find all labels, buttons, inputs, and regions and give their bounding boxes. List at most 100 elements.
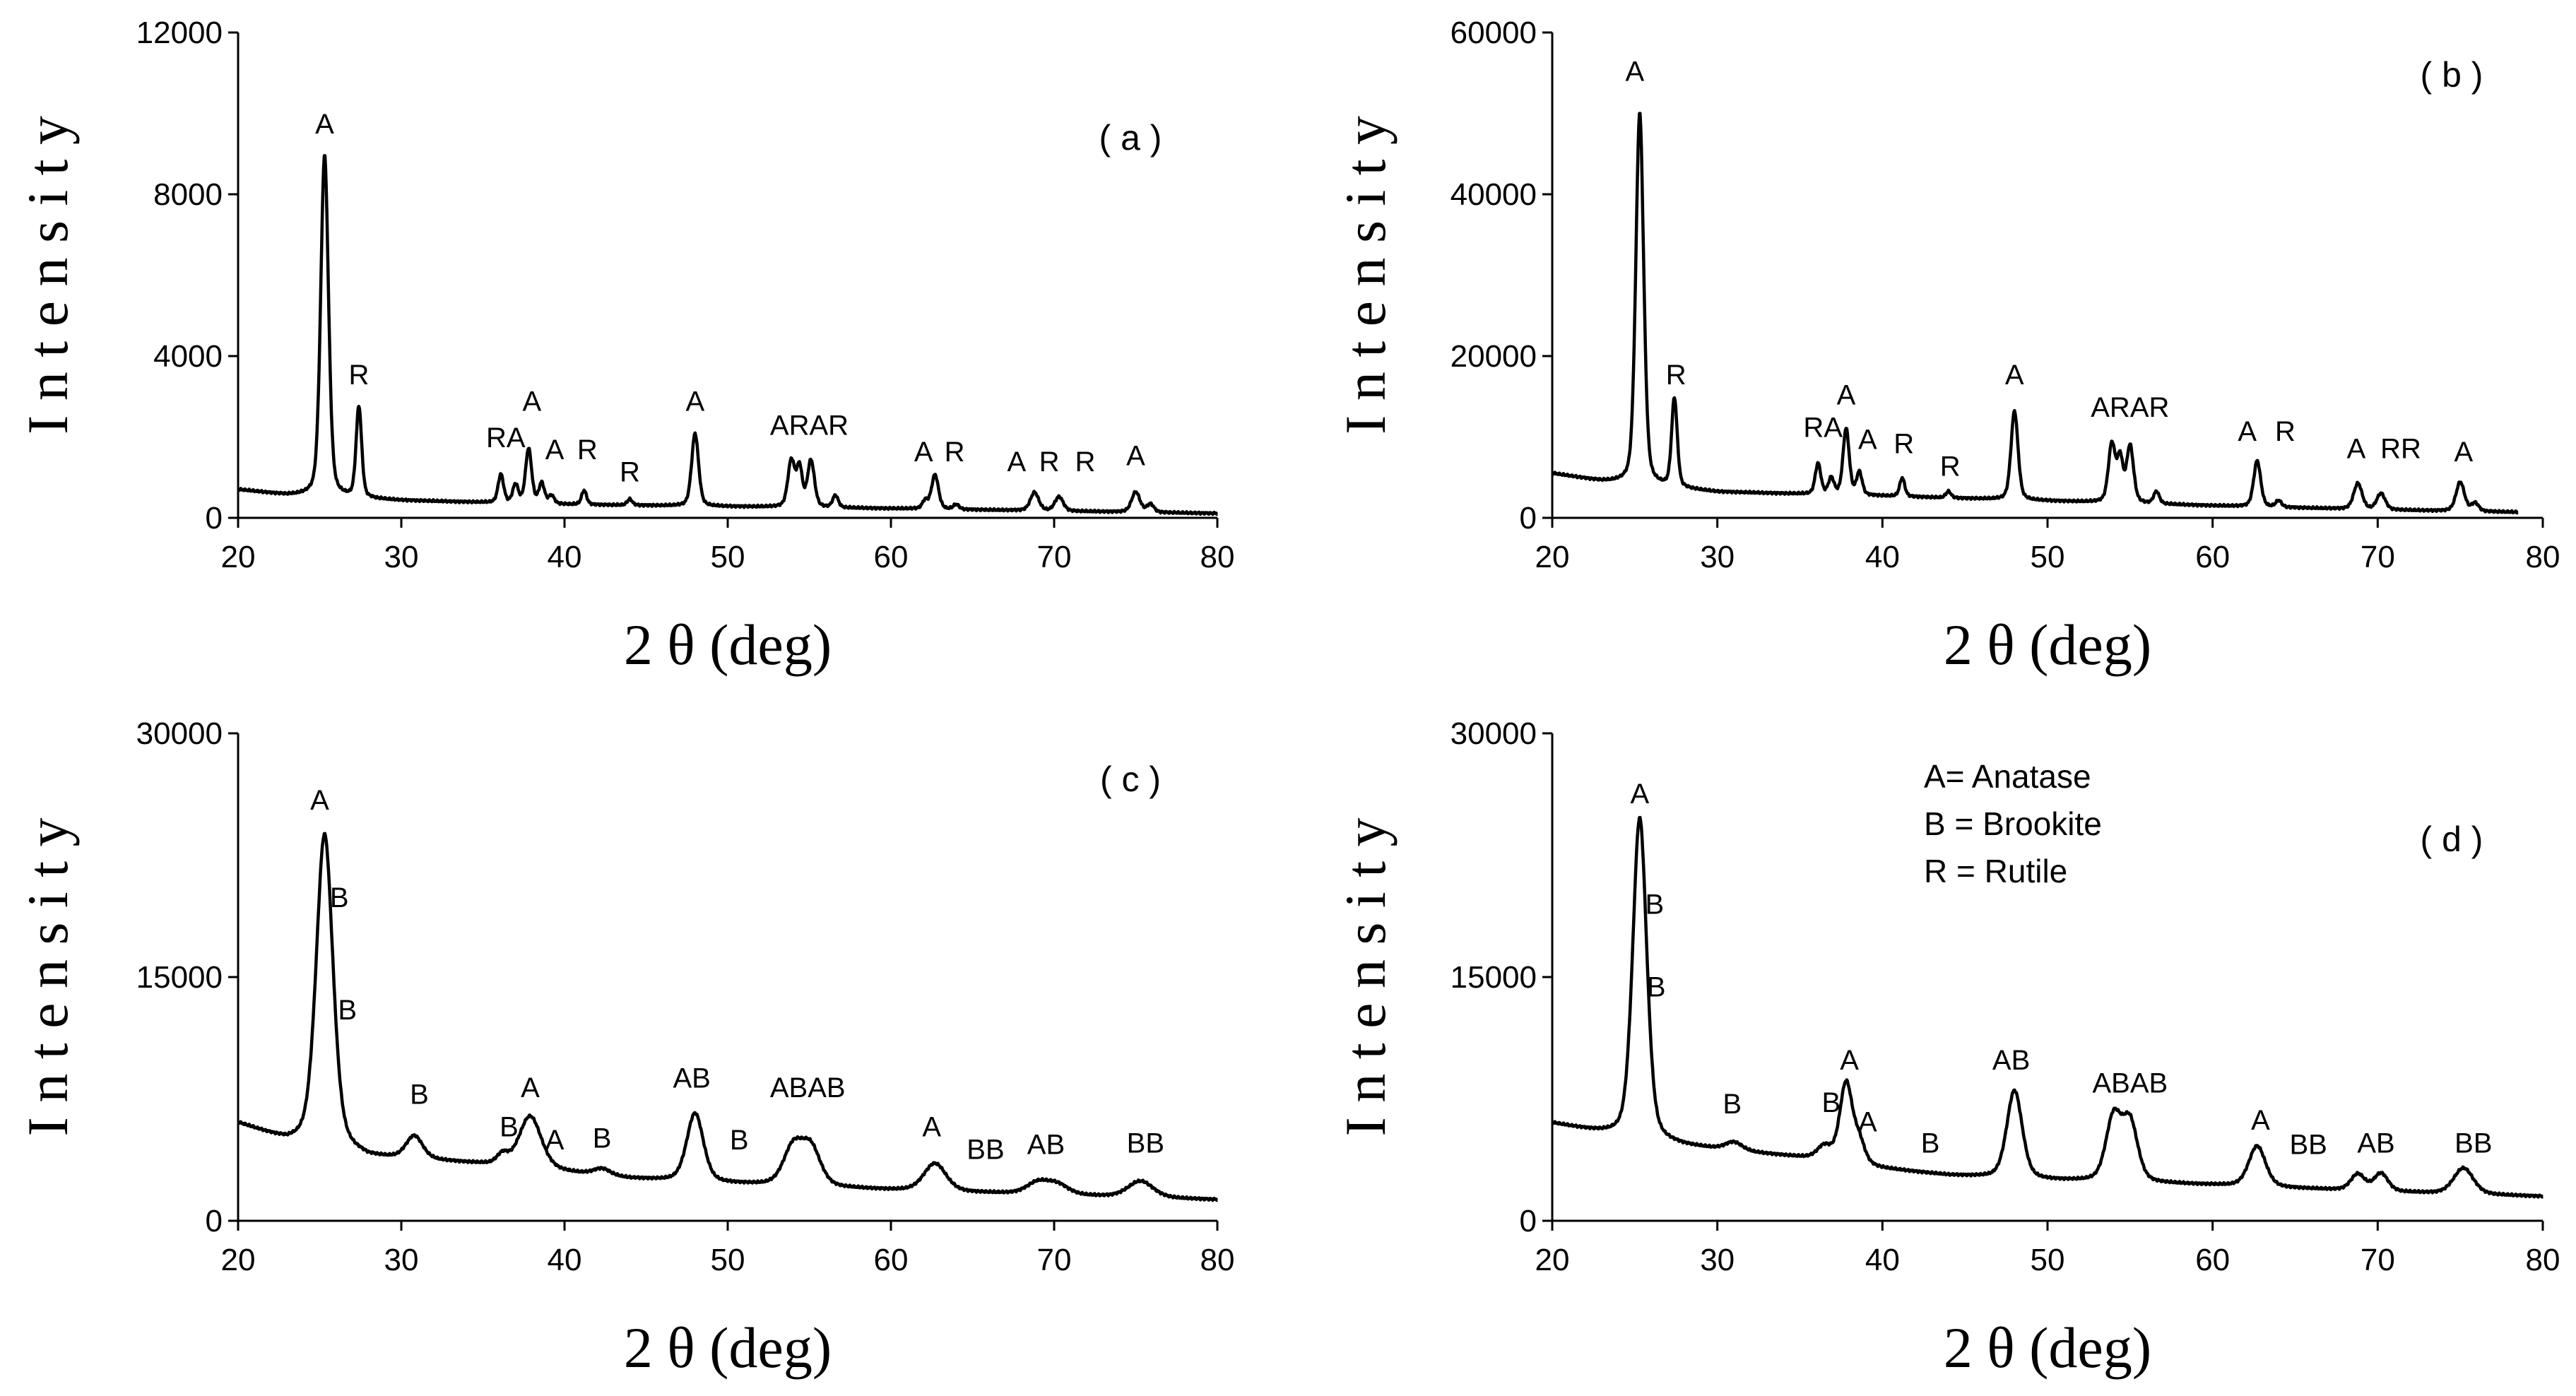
peak-phase-label: AB — [2357, 1128, 2394, 1159]
peak-phase-label: A — [1625, 57, 1644, 88]
peak-phase-label: R — [945, 437, 965, 468]
peak-phase-label: R — [1075, 446, 1095, 478]
y-tick-label: 0 — [206, 501, 223, 536]
x-tick-label: 60 — [2195, 1243, 2230, 1277]
peak-phase-label: ARAR — [2091, 392, 2169, 423]
peak-phase-label: A — [521, 1072, 540, 1104]
legend-brookite: B = Brookite — [1924, 805, 2102, 842]
peak-phase-label: R — [1940, 451, 1961, 482]
x-axis-title: 2 θ (deg) — [1944, 1315, 2151, 1380]
x-tick-label: 60 — [874, 540, 909, 574]
peak-phase-label: A — [545, 1125, 565, 1156]
peak-phase-label: ARAR — [770, 410, 849, 442]
x-tick-label: 80 — [1200, 540, 1235, 574]
xrd-series-line — [237, 832, 1219, 1202]
peak-phase-label: RA — [1803, 413, 1843, 444]
peak-phase-label: B — [330, 882, 349, 913]
peak-phase-label: B — [1646, 889, 1665, 920]
peak-phase-label: R — [620, 456, 640, 487]
peak-phase-label: B — [338, 995, 357, 1026]
peak-phase-label: B — [730, 1125, 749, 1156]
peak-phase-label: R — [348, 360, 369, 391]
peak-phase-label: RA — [486, 422, 526, 454]
phase-legend: A= Anatase B = Brookite R = Rutile — [1924, 758, 2102, 889]
peak-phase-label: B — [1647, 972, 1666, 1003]
y-tick-label: 30000 — [136, 716, 223, 751]
x-tick-label: 70 — [2361, 1243, 2395, 1277]
y-tick-label: 20000 — [1451, 339, 1537, 374]
peak-phase-label: R — [2275, 416, 2296, 447]
peak-phase-label: B — [500, 1111, 519, 1142]
x-tick-label: 40 — [1865, 540, 1900, 574]
x-tick-label: 20 — [221, 1243, 256, 1277]
panel-b: 20 30 40 50 60 70 80 0 20000 40000 60000 2 θ (deg) I… — [1333, 16, 2560, 677]
x-tick-label: 20 — [1535, 1243, 1570, 1277]
peak-phase-label: A — [1630, 779, 1649, 810]
y-axis-title: I n t e n s i t y — [1333, 116, 1398, 434]
legend-rutile: R = Rutile — [1924, 853, 2067, 889]
peak-phase-label: A — [1840, 1045, 1859, 1076]
y-axis-title: I n t e n s i t y — [16, 116, 80, 434]
peak-phase-label: B — [1921, 1128, 1940, 1159]
x-tick-label: 50 — [2031, 540, 2065, 574]
peak-phase-label: AB — [1027, 1130, 1065, 1161]
panel-d: 20 30 40 50 60 70 80 0 15000 30000 2 θ (deg) I n t … — [1333, 716, 2560, 1380]
x-tick-label: 20 — [1535, 540, 1570, 574]
peak-phase-label: A — [2005, 360, 2024, 391]
y-tick-label: 0 — [206, 1204, 223, 1238]
peak-phase-label: B — [410, 1079, 429, 1110]
y-tick-label: 15000 — [1451, 960, 1537, 995]
panel-c: 20 30 40 50 60 70 80 0 15000 30000 2 θ (deg) I n t … — [16, 716, 1234, 1380]
legend-anatase: A= Anatase — [1924, 758, 2091, 795]
peak-phase-label: A — [1837, 380, 1856, 411]
peak-phase-label: RR — [2380, 433, 2421, 464]
peak-phase-label: A — [522, 386, 541, 417]
x-tick-label: 30 — [384, 540, 419, 574]
peak-phase-label: B — [593, 1123, 612, 1154]
x-tick-label: 80 — [1200, 1243, 1235, 1277]
x-tick-label: 50 — [711, 540, 745, 574]
y-tick-label: 0 — [1520, 1204, 1537, 1238]
peak-phase-label: AB — [1992, 1045, 2030, 1076]
xrd-series-line — [1551, 815, 2544, 1199]
peak-phase-label: A — [2454, 437, 2473, 468]
y-tick-label: 40000 — [1451, 177, 1537, 212]
y-tick-label: 30000 — [1451, 716, 1537, 751]
x-tick-label: 50 — [2031, 1243, 2065, 1277]
x-tick-label: 30 — [1700, 1243, 1735, 1277]
x-tick-label: 40 — [548, 1243, 582, 1277]
y-tick-label: 15000 — [136, 960, 223, 995]
x-axis-title: 2 θ (deg) — [624, 1315, 832, 1380]
y-tick-label: 12000 — [136, 16, 223, 50]
x-tick-label: 60 — [2195, 540, 2230, 574]
y-tick-label: 0 — [1520, 501, 1537, 536]
y-tick-label: 8000 — [153, 177, 223, 212]
peak-phase-label: ABAB — [2092, 1067, 2168, 1099]
x-tick-label: 40 — [1865, 1243, 1900, 1277]
x-axis-title: 2 θ (deg) — [624, 613, 832, 677]
peak-phase-label: A — [2251, 1105, 2270, 1136]
panel-label: ( a ) — [1099, 118, 1162, 158]
x-tick-label: 70 — [1037, 540, 1072, 574]
panel-label: ( c ) — [1100, 759, 1161, 799]
x-tick-label: 80 — [2526, 1243, 2560, 1277]
peak-phase-label: A — [1126, 441, 1145, 472]
x-tick-label: 70 — [2361, 540, 2395, 574]
peak-phase-label: A — [685, 386, 704, 417]
peak-phase-label: B — [1723, 1089, 1742, 1120]
peak-phase-label: AB — [673, 1063, 711, 1094]
peak-phase-label: R — [1039, 446, 1060, 478]
xrd-series-line — [237, 153, 1219, 516]
y-axis-title: I n t e n s i t y — [1333, 818, 1398, 1137]
panel-a: 20 30 40 50 60 70 80 0 4000 8000 12000 2 θ (deg) I n… — [16, 16, 1234, 677]
peak-phase-label: A — [315, 109, 334, 140]
peak-phase-label: A — [922, 1111, 941, 1142]
x-axis-title: 2 θ (deg) — [1944, 613, 2151, 677]
x-tick-label: 70 — [1037, 1243, 1072, 1277]
peak-phase-label: A — [310, 785, 329, 816]
peak-phase-label: B — [1822, 1087, 1841, 1118]
y-tick-label: 4000 — [153, 339, 223, 374]
x-tick-label: 60 — [874, 1243, 909, 1277]
peak-phase-label: R — [1666, 360, 1686, 391]
